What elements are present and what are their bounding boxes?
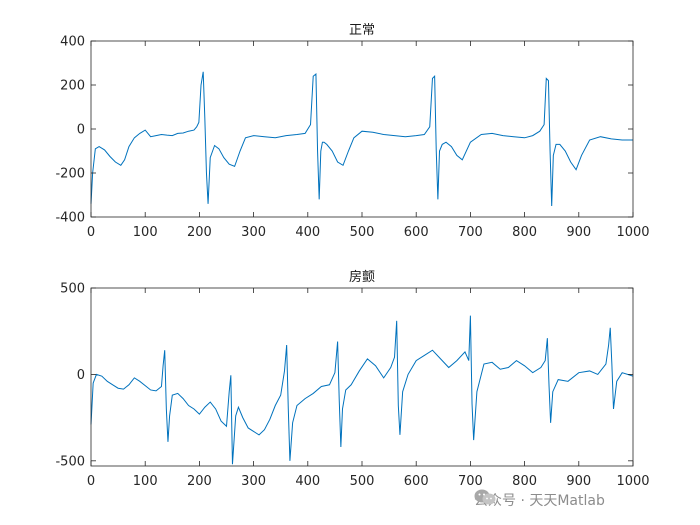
x-tick-label: 300 xyxy=(241,474,266,489)
chart-title: 房颤 xyxy=(349,269,375,285)
y-tick-label: -400 xyxy=(55,211,85,226)
x-tick-label: 900 xyxy=(566,225,591,240)
series-line-1 xyxy=(90,71,633,207)
x-tick-label: 400 xyxy=(295,225,320,240)
x-tick-label: 900 xyxy=(566,474,591,489)
axes-box xyxy=(90,287,634,467)
x-tick-label: 0 xyxy=(87,474,95,489)
x-tick-label: 600 xyxy=(404,225,429,240)
x-tick-label: 500 xyxy=(350,474,375,489)
watermark-text: 公众号 · 天天Matlab xyxy=(474,493,605,509)
x-tick-label: 200 xyxy=(187,225,212,240)
x-tick-label: 500 xyxy=(350,225,375,240)
x-tick-label: 700 xyxy=(458,474,483,489)
x-tick-label: 700 xyxy=(458,225,483,240)
y-tick-label: 200 xyxy=(60,79,85,94)
subplot-2: 0 100 200 300 400 500 600 700 800 900 1000-5000500… xyxy=(55,269,649,489)
x-tick-label: 800 xyxy=(512,474,537,489)
x-tick-label: 100 xyxy=(133,474,158,489)
x-tick-label: 1000 xyxy=(616,225,649,240)
x-tick-label: 200 xyxy=(187,474,212,489)
y-tick-label: 0 xyxy=(77,123,85,138)
subplot-1: 0 100 200 300 400 500 600 700 800 900 1000 -400 -200… xyxy=(55,23,649,240)
y-tick-label: 500 xyxy=(60,282,85,297)
y-tick-label: -500 xyxy=(55,454,85,469)
x-tick-label: 800 xyxy=(512,225,537,240)
x-tick-label: 600 xyxy=(404,474,429,489)
x-tick-label: 300 xyxy=(241,225,266,240)
wechat-icon xyxy=(474,489,496,505)
watermark: 公众号 · 天天Matlab xyxy=(474,488,700,512)
x-tick-label: 0 xyxy=(87,225,95,240)
series-line-1 xyxy=(90,315,634,465)
y-tick-label: 0 xyxy=(77,368,85,383)
x-tick-label: 400 xyxy=(295,474,320,489)
y-tick-label: -200 xyxy=(55,167,85,182)
x-tick-label: 1000 xyxy=(616,474,649,489)
x-tick-label: 100 xyxy=(133,225,158,240)
y-tick-label: 400 xyxy=(60,35,85,50)
chart-title: 正常 xyxy=(349,23,375,38)
